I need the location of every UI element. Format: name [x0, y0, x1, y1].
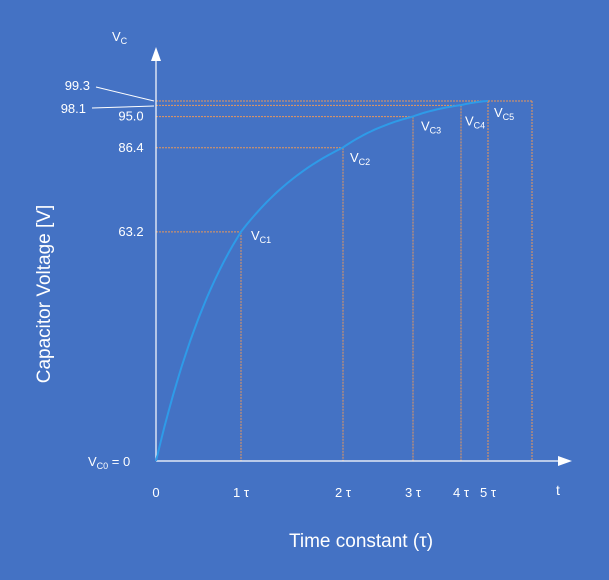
x-tick-label-0: 0 [152, 485, 159, 500]
x-axis-title: Time constant (τ) [289, 531, 433, 552]
point-label-5: VC5 [494, 105, 514, 122]
x-tick-label-5: 5 τ [480, 485, 497, 500]
charging-curve [155, 100, 488, 462]
y-tick-label-1: 86.4 [118, 140, 143, 155]
origin-label: VC0 = 0 [88, 454, 130, 471]
x-tick-label-3: 3 τ [405, 485, 422, 500]
point-label-2: VC2 [350, 150, 370, 167]
curve-layer [155, 100, 488, 462]
x-axis-letter: t [556, 482, 560, 498]
y-tick-label-2: 95.0 [118, 109, 143, 124]
y-tick-label-4: 99.3 [65, 78, 90, 93]
y-tick-label-0: 63.2 [118, 224, 143, 239]
y-axis-letter: VC [112, 29, 128, 46]
x-tick-label-2: 2 τ [335, 485, 352, 500]
point-label-3: VC3 [421, 119, 441, 136]
point-label-1: VC1 [251, 228, 271, 245]
y-tick-leader-98 [91, 105, 155, 109]
point-labels: VC1 VC2 VC3 VC4 VC5 [251, 105, 514, 245]
axes: VC [112, 29, 572, 466]
tick-labels: 0 1 τ 2 τ 3 τ 4 τ 5 τ 63.2 86.4 95.0 98.1 99.3 VC0 … [61, 78, 497, 500]
y-axis-arrow [151, 47, 161, 61]
x-axis-arrow [558, 456, 572, 466]
y-axis-title: Capacitor Voltage [V] [34, 205, 55, 384]
guide-lines [156, 100, 533, 461]
x-tick-label-1: 1 τ [233, 485, 250, 500]
y-tick-label-3: 98.1 [61, 101, 86, 116]
point-label-4: VC4 [465, 113, 485, 130]
x-tick-label-4: 4 τ [453, 485, 470, 500]
y-tick-leader-99 [95, 86, 155, 102]
